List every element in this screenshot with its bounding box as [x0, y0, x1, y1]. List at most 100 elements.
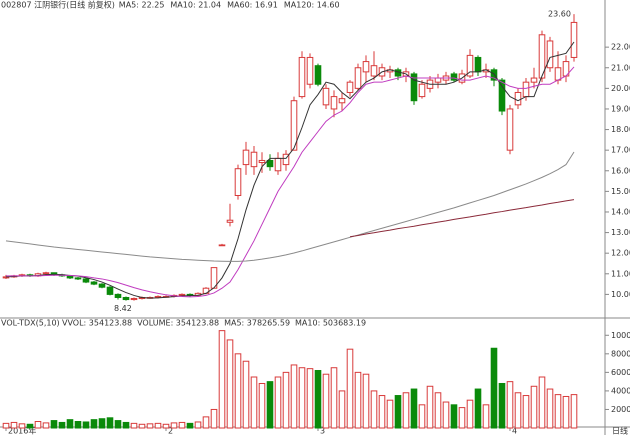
y-tick-label: 2000	[611, 405, 630, 414]
chart-title: 002807 江阴银行(日线 前复权)	[1, 0, 115, 10]
candle-body	[530, 77, 538, 83]
volume-header-item: MA10: 503683.19	[295, 319, 366, 328]
candle-body	[514, 91, 522, 106]
candle-body	[354, 67, 362, 89]
volume-bar	[442, 401, 450, 429]
y-tick-label: 20.00	[611, 84, 630, 93]
volume-bar	[290, 364, 298, 429]
volume-bar	[562, 395, 570, 429]
candle-body	[322, 87, 330, 106]
candle-body	[306, 56, 314, 85]
volume-bar	[514, 392, 522, 429]
x-tick-label: 2	[168, 427, 173, 435]
volume-header: VOL-TDX(5,10) VVOL: 354123.88 VOLUME: 354…	[1, 319, 366, 328]
candle-body	[474, 56, 482, 73]
volume-bar	[458, 407, 466, 429]
legend-entry: MA5: 22.25	[119, 1, 165, 10]
candle-body	[570, 21, 578, 58]
volume-bar	[178, 421, 186, 429]
volume-bar	[474, 388, 482, 429]
y-tick-label: 18.00	[611, 125, 630, 134]
volume-bar	[530, 385, 538, 429]
volume-bar	[402, 392, 410, 429]
y-tick-label: 13.00	[611, 228, 630, 237]
candle-body	[114, 293, 122, 298]
volume-bar	[282, 371, 290, 429]
candle-body	[282, 153, 290, 166]
volume-bar	[66, 419, 74, 429]
ma-line	[5, 41, 575, 299]
candle-body	[298, 56, 306, 98]
candle-body	[362, 61, 370, 73]
volume-bar	[170, 422, 178, 429]
candle-body	[554, 67, 562, 81]
volume-bar	[298, 367, 306, 429]
volume-bar	[258, 382, 266, 429]
y-tick-label: 21.00	[611, 63, 630, 72]
y-tick-label: 10.00	[611, 290, 630, 299]
legend-entry: MA10: 21.04	[170, 1, 221, 10]
volume-bar	[498, 382, 506, 429]
candle-body	[506, 108, 514, 151]
volume-header-item: MA5: 378265.59	[224, 319, 290, 328]
volume-bar	[138, 423, 146, 429]
candle-body	[234, 168, 242, 196]
candle-body	[74, 277, 82, 280]
volume-bar	[194, 421, 202, 429]
price-header: 002807 江阴银行(日线 前复权) MA5: 22.25 MA10: 21.0…	[1, 0, 340, 10]
volume-bar	[218, 330, 226, 429]
candle-body	[98, 283, 106, 288]
volume-bar	[434, 392, 442, 429]
candle-body	[250, 151, 258, 168]
volume-bar	[554, 394, 562, 429]
volume-title: VOL-TDX(5,10)	[1, 319, 60, 328]
candle-body	[122, 296, 130, 301]
candle-body	[450, 73, 458, 81]
volume-bar	[114, 420, 122, 429]
x-tick-label: 3	[320, 427, 325, 435]
candle-body	[66, 275, 74, 279]
candle-body	[290, 100, 298, 151]
volume-header-item: VVOL: 354123.88	[62, 319, 132, 328]
volume-bar	[466, 399, 474, 429]
volume-bar	[306, 368, 314, 429]
ma-line	[6, 66, 575, 298]
volume-bar	[418, 404, 426, 429]
volume-bar	[58, 421, 66, 429]
volume-bar	[346, 348, 354, 429]
legend-entry: MA60: 16.91	[227, 1, 278, 10]
y-tick-label: 6000	[611, 368, 630, 377]
candle-body	[538, 34, 546, 79]
ma-line	[5, 151, 575, 262]
candle-body	[338, 98, 346, 104]
candle-body	[394, 69, 402, 77]
volume-bar	[330, 367, 338, 429]
volume-bar	[154, 422, 162, 429]
volume-bar	[506, 381, 514, 429]
candle-body	[522, 81, 530, 98]
candle-body	[90, 281, 98, 285]
candle-body	[218, 244, 226, 247]
candle-body	[242, 149, 250, 166]
volume-bar	[546, 388, 554, 429]
annotation: 8.42	[114, 304, 132, 313]
volume-bar	[186, 422, 194, 429]
volume-bar	[378, 395, 386, 429]
volume-bar	[98, 418, 106, 429]
candle-body	[106, 286, 114, 295]
candle-body	[226, 219, 234, 223]
volume-bar	[90, 419, 98, 429]
y-tick-label: 10000	[611, 331, 630, 340]
volume-bar	[490, 347, 498, 429]
candle-body	[346, 81, 354, 93]
volume-bar	[130, 422, 138, 429]
candle-body	[418, 83, 426, 98]
volume-bar	[26, 423, 34, 429]
candle-body	[490, 69, 498, 81]
volume-bar	[122, 421, 130, 429]
annotation: 23.60	[548, 10, 571, 19]
candle-body	[330, 96, 338, 110]
volume-bar	[322, 373, 330, 429]
volume-bar	[242, 360, 250, 429]
